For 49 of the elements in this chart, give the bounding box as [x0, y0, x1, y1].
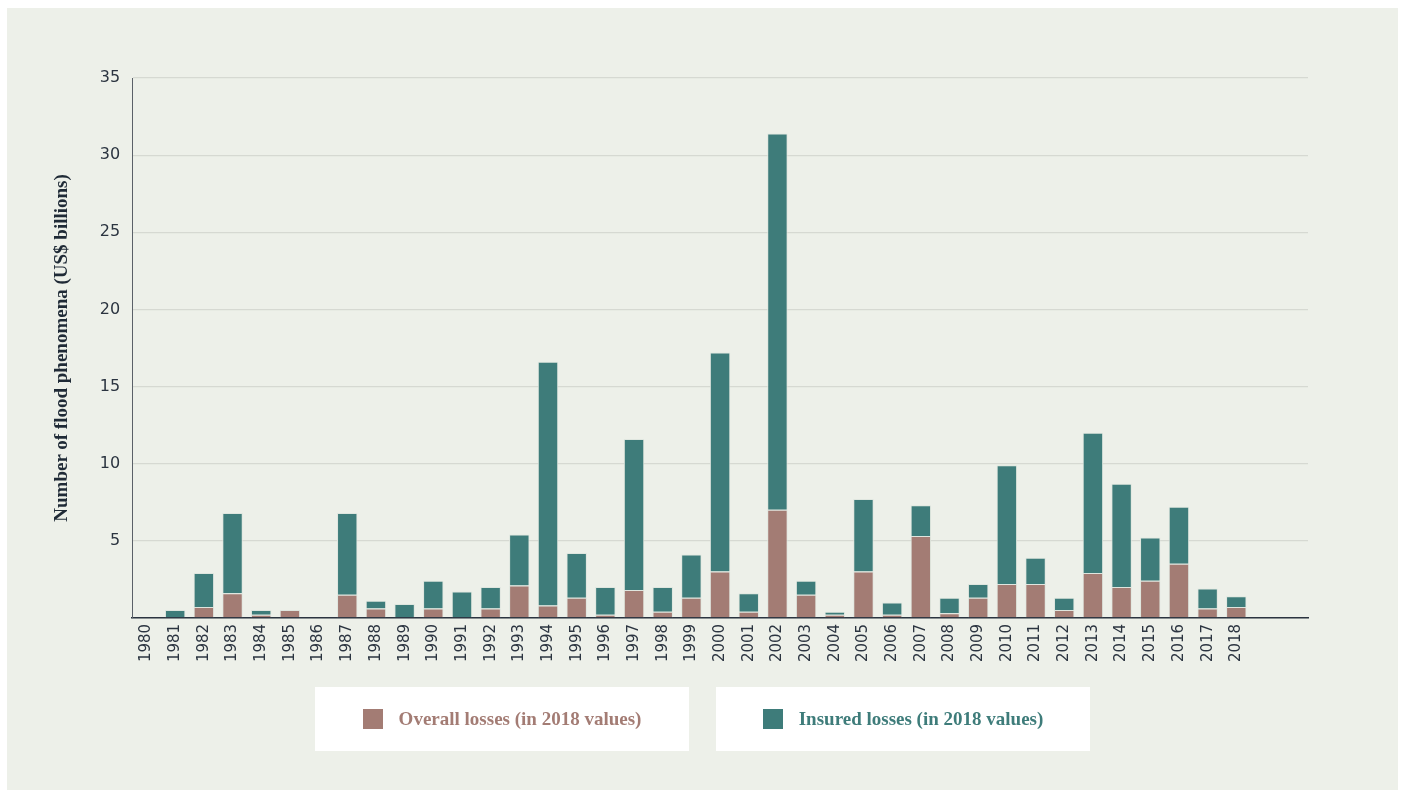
x-tick-label: 1997 [623, 623, 642, 663]
x-tick-label: 1991 [451, 623, 470, 663]
x-tick-label: 2003 [796, 623, 815, 663]
y-tick-label: 5 [109, 529, 121, 549]
x-tick-label: 1986 [308, 623, 327, 663]
x-tick-label: 1984 [251, 623, 270, 663]
x-tick-label: 1999 [681, 623, 700, 663]
x-tick-label: 2004 [824, 623, 843, 663]
x-tick-label: 1996 [595, 623, 614, 663]
x-tick-label: 2001 [738, 623, 757, 663]
x-tick-label: 2017 [1197, 623, 1216, 663]
x-tick-label: 1981 [165, 623, 184, 663]
x-tick-label: 1988 [365, 623, 384, 663]
x-tick-label: 2013 [1082, 623, 1101, 663]
y-tick-label: 20 [99, 298, 121, 318]
x-tick-label: 1990 [423, 623, 442, 663]
x-tick-label: 2002 [767, 623, 786, 663]
x-tick-label: 2007 [910, 623, 929, 663]
x-tick-label: 1980 [136, 623, 155, 663]
x-tick-label: 2011 [1025, 623, 1044, 663]
x-tick-label: 2006 [882, 623, 901, 663]
x-tick-label: 1992 [480, 623, 499, 663]
x-tick-label: 1989 [394, 623, 413, 663]
x-tick-label: 2010 [996, 623, 1015, 663]
x-tick-label: 2008 [939, 623, 958, 663]
y-tick-label: 30 [99, 144, 121, 164]
legend-label: Insured losses (in 2018 values) [798, 708, 1044, 730]
y-axis-title: Number of flood phenomena (US$ billions) [50, 174, 73, 522]
x-tick-label: 1995 [566, 623, 585, 663]
x-tick-label: 1993 [509, 623, 528, 663]
legend-label: Overall losses (in 2018 values) [398, 708, 642, 730]
x-tick-label: 1994 [537, 623, 556, 663]
x-tick-label: 2016 [1168, 623, 1187, 663]
y-tick-label: 15 [99, 375, 121, 395]
x-tick-label: 2012 [1054, 623, 1073, 663]
x-tick-label: 2015 [1140, 623, 1159, 663]
x-tick-label: 1987 [337, 623, 356, 663]
x-tick-label: 2014 [1111, 623, 1130, 663]
x-tick-label: 1982 [193, 623, 212, 663]
y-tick-label: 35 [99, 67, 121, 87]
x-tick-label: 2009 [968, 623, 987, 663]
x-tick-label: 1983 [222, 623, 241, 663]
x-tick-label: 2005 [853, 623, 872, 663]
x-tick-label: 2018 [1226, 623, 1245, 663]
x-tick-label: 1998 [652, 623, 671, 663]
x-tick-label: 2000 [709, 623, 728, 663]
y-tick-label: 10 [99, 452, 121, 472]
x-tick-label: 1985 [279, 623, 298, 663]
y-tick-label: 25 [99, 221, 121, 241]
